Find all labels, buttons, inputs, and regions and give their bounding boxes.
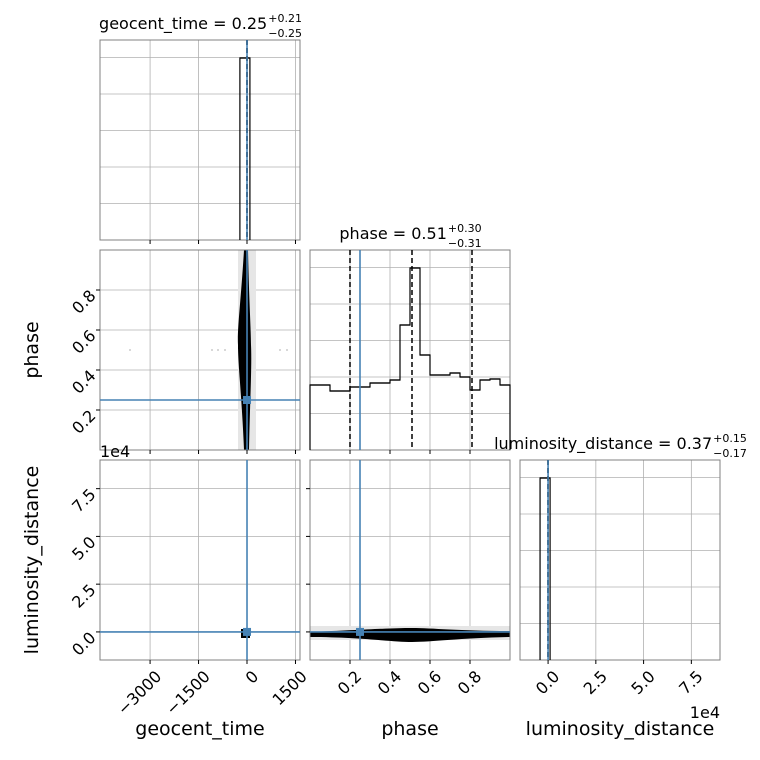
y-axis-label: luminosity_distance	[21, 466, 43, 655]
x-tick-label: 0.6	[414, 667, 445, 698]
median-marker	[238, 340, 247, 349]
x-tick-label: 0	[242, 667, 263, 688]
panel-frame	[309, 459, 511, 661]
x-axis-label: phase	[381, 718, 438, 740]
x-tick-label: −1500	[162, 667, 214, 719]
hist-outline	[539, 477, 551, 660]
y-tick-label: 0.6	[68, 326, 99, 357]
x-tick-label: 0.2	[334, 667, 365, 698]
grid	[100, 40, 720, 660]
title-lower: −0.17	[713, 447, 747, 460]
y-offset-label: 1e4	[100, 442, 130, 461]
panel-title: luminosity_distance = 0.37	[494, 434, 712, 454]
density-contours	[129, 250, 510, 642]
title-upper: +0.15	[713, 432, 747, 445]
x-tick-label: −3000	[114, 667, 166, 719]
y-tick-label: 0.2	[68, 406, 99, 437]
x-tick-label: 0.4	[374, 667, 405, 698]
y-tick-label: 0.8	[68, 286, 99, 317]
x-tick-label: 7.5	[675, 667, 706, 698]
title-lower: −0.31	[448, 237, 482, 250]
x-tick-label: 1500	[269, 667, 311, 709]
panel-frame	[99, 249, 301, 451]
y-tick-label: 0.4	[68, 366, 99, 397]
panel-title: phase = 0.51	[339, 224, 446, 243]
hist-outline	[239, 57, 251, 240]
y-tick-label: 2.5	[68, 580, 99, 611]
x-tick-label: 0.8	[454, 667, 485, 698]
y-axis-label: phase	[21, 321, 43, 378]
title-upper: +0.30	[448, 222, 482, 235]
panel-frame	[99, 39, 301, 241]
panel-frame	[309, 249, 511, 451]
title-upper: +0.21	[268, 12, 302, 25]
hist-outline	[309, 267, 511, 450]
panel-title: geocent_time = 0.25	[99, 14, 267, 34]
truth-marker	[356, 627, 364, 636]
truth-marker	[243, 627, 252, 636]
x-tick-label: 0.0	[532, 667, 563, 698]
truth-marker	[243, 396, 252, 404]
x-axis-label: geocent_time	[135, 718, 264, 740]
y-tick-label: 5.0	[68, 533, 99, 564]
x-offset-label: 1e4	[690, 703, 720, 722]
panel-frame	[99, 459, 301, 661]
y-tick-label: 0.0	[68, 628, 99, 659]
x-tick-label: 5.0	[627, 667, 658, 698]
panel-frame	[519, 459, 721, 661]
x-axis-label: luminosity_distance	[526, 718, 715, 740]
scatter-points	[129, 349, 288, 351]
y-tick-label: 7.5	[68, 485, 99, 516]
title-lower: −0.25	[268, 27, 302, 40]
x-tick-label: 2.5	[580, 667, 611, 698]
median-marker	[409, 632, 418, 641]
